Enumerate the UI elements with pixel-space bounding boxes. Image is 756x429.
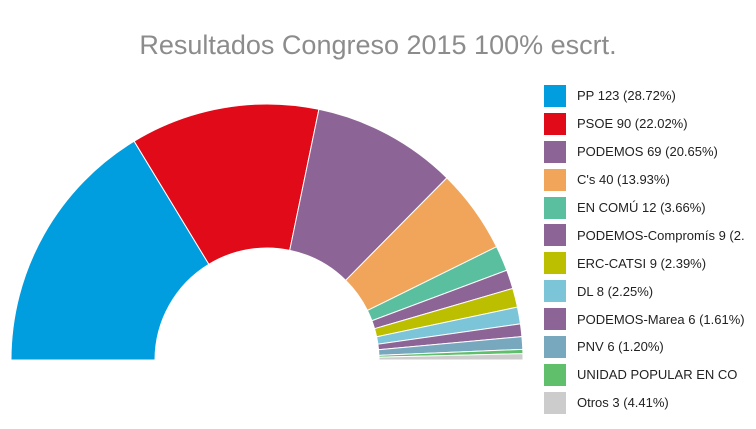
legend-label: ERC-CATSI 9 (2.39%) bbox=[577, 255, 707, 271]
legend-label: PP 123 (28.72%) bbox=[577, 88, 676, 104]
legend-label: Otros 3 (4.41%) bbox=[577, 395, 669, 411]
legend-swatch bbox=[544, 112, 566, 135]
legend-label: UNIDAD POPULAR EN CO bbox=[577, 367, 738, 383]
legend-item[interactable]: PNV 6 (1.20%) bbox=[544, 333, 756, 361]
legend-swatch bbox=[544, 335, 566, 358]
legend-label: DL 8 (2.25%) bbox=[577, 283, 654, 299]
semicircle-donut-chart bbox=[10, 103, 524, 361]
legend-item[interactable]: PODEMOS 69 (20.65%) bbox=[544, 138, 756, 166]
legend-swatch bbox=[544, 140, 566, 163]
legend-item[interactable]: UNIDAD POPULAR EN CO bbox=[544, 361, 756, 389]
legend-item[interactable]: Otros 3 (4.41%) bbox=[544, 389, 756, 417]
legend-label: PODEMOS-Compromís 9 (2. bbox=[577, 227, 745, 243]
legend-item[interactable]: C's 40 (13.93%) bbox=[544, 166, 756, 194]
legend-item[interactable]: PODEMOS-Compromís 9 (2. bbox=[544, 221, 756, 249]
legend-label: PNV 6 (1.20%) bbox=[577, 339, 664, 355]
legend-label: PODEMOS-Marea 6 (1.61%) bbox=[577, 311, 745, 327]
legend-swatch bbox=[544, 84, 566, 107]
legend-item[interactable]: DL 8 (2.25%) bbox=[544, 277, 756, 305]
legend-label: C's 40 (13.93%) bbox=[577, 172, 670, 188]
legend-swatch bbox=[544, 252, 566, 275]
legend-item[interactable]: ERC-CATSI 9 (2.39%) bbox=[544, 249, 756, 277]
legend-swatch bbox=[544, 363, 566, 386]
legend-swatch bbox=[544, 280, 566, 303]
legend-item[interactable]: EN COMÚ 12 (3.66%) bbox=[544, 194, 756, 222]
chart-title: Resultados Congreso 2015 100% escrt. bbox=[139, 30, 617, 60]
slice-11[interactable] bbox=[378, 353, 524, 361]
legend-item[interactable]: PP 123 (28.72%) bbox=[544, 82, 756, 110]
legend: PP 123 (28.72%) PSOE 90 (22.02%) PODEMOS 6… bbox=[544, 82, 756, 417]
slice-0[interactable] bbox=[10, 140, 210, 361]
legend-item[interactable]: PSOE 90 (22.02%) bbox=[544, 110, 756, 138]
legend-label: EN COMÚ 12 (3.66%) bbox=[577, 200, 706, 215]
slice-1[interactable] bbox=[133, 103, 320, 265]
legend-swatch bbox=[544, 196, 566, 219]
legend-swatch bbox=[544, 224, 566, 247]
legend-swatch bbox=[544, 391, 566, 414]
legend-item[interactable]: PODEMOS-Marea 6 (1.61%) bbox=[544, 305, 756, 333]
legend-swatch bbox=[544, 168, 566, 191]
legend-label: PODEMOS 69 (20.65%) bbox=[577, 144, 718, 160]
legend-swatch bbox=[544, 308, 566, 331]
legend-label: PSOE 90 (22.02%) bbox=[577, 116, 688, 132]
